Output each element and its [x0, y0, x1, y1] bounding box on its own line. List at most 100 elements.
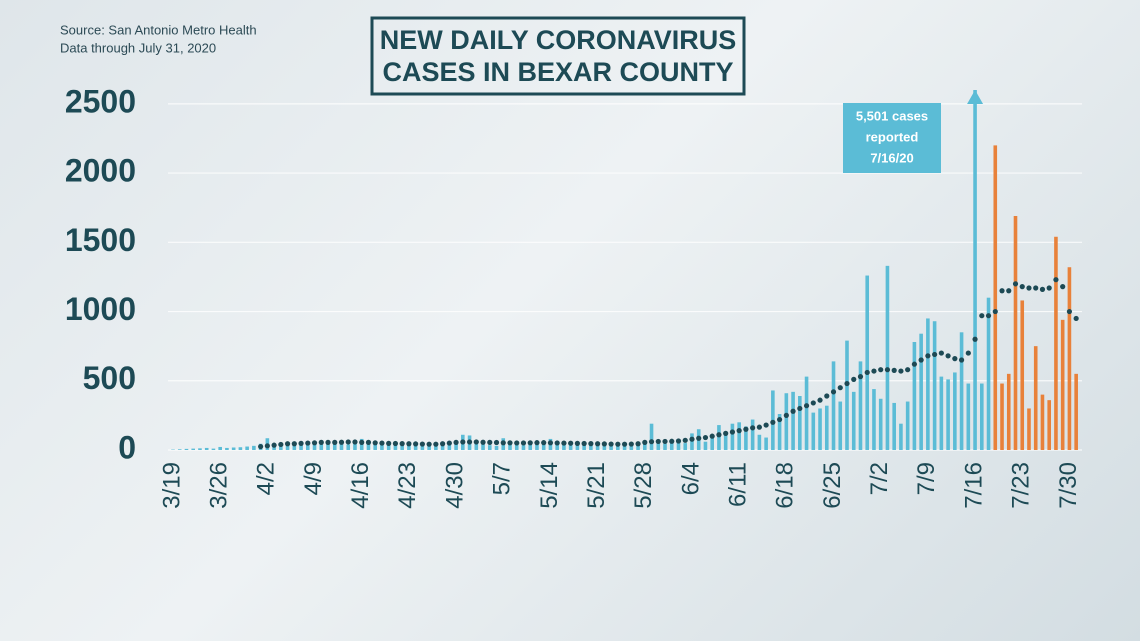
average-dot	[1039, 286, 1046, 292]
average-dot	[305, 440, 311, 446]
bar	[926, 318, 930, 450]
bar	[905, 401, 910, 450]
bar	[798, 396, 802, 450]
average-dot	[466, 439, 473, 445]
average-dot	[938, 350, 944, 356]
bar	[892, 402, 896, 450]
average-dot	[493, 439, 500, 446]
bar	[568, 444, 573, 450]
bar	[824, 405, 829, 450]
bar	[184, 448, 189, 450]
average-dot	[426, 441, 432, 447]
x-tick-label: 6/18	[772, 462, 799, 509]
average-dot	[648, 439, 655, 445]
average-dot	[965, 350, 971, 356]
bar	[676, 440, 681, 450]
bar	[447, 443, 452, 450]
average-dot	[1026, 285, 1032, 291]
average-dot	[507, 440, 513, 446]
bar	[932, 321, 937, 450]
data-note: Data through July 31, 2020	[60, 40, 216, 55]
average-dot	[696, 435, 702, 441]
average-dot	[473, 439, 479, 445]
average-dot	[264, 443, 270, 449]
bar	[541, 442, 546, 450]
average-dot	[386, 440, 392, 446]
bar	[717, 425, 721, 450]
average-dot	[783, 412, 789, 418]
average-dot	[284, 441, 291, 447]
average-dot	[891, 367, 897, 373]
average-dot	[790, 408, 796, 414]
average-dot	[911, 361, 918, 367]
bar	[1006, 373, 1011, 450]
average-dot	[406, 441, 412, 447]
y-tick-label: 0	[118, 429, 136, 465]
bar	[953, 372, 957, 450]
average-dot	[662, 438, 668, 445]
bar	[218, 446, 222, 450]
grid	[168, 103, 1082, 451]
bar	[609, 445, 613, 450]
average-dot	[958, 357, 965, 363]
average-dot	[985, 313, 992, 319]
bar	[225, 447, 229, 450]
average-dot	[433, 441, 439, 447]
bar	[487, 445, 492, 450]
average-dot	[716, 432, 722, 438]
average-dot	[352, 439, 358, 445]
bar	[858, 361, 863, 450]
average-dot	[770, 419, 776, 425]
average-dot	[554, 440, 560, 446]
average-dot	[669, 438, 675, 444]
x-tick-label: 7/23	[1008, 462, 1035, 509]
bar	[508, 444, 512, 450]
bar	[434, 445, 438, 450]
bar	[602, 444, 607, 450]
x-tick-label: 5/14	[536, 462, 563, 509]
bar	[616, 445, 620, 450]
bar	[993, 145, 998, 450]
bar	[555, 441, 559, 450]
y-tick-label: 2500	[65, 83, 136, 119]
average-dot	[830, 389, 837, 395]
average-dot	[884, 367, 891, 373]
average-dot	[460, 439, 466, 445]
bar	[643, 443, 647, 450]
average-dot	[729, 429, 736, 435]
average-dot	[480, 439, 486, 445]
bar	[393, 445, 398, 450]
bar	[973, 90, 977, 451]
bar	[865, 275, 870, 450]
bar	[1013, 216, 1018, 450]
bar	[427, 443, 431, 450]
bar	[1047, 400, 1051, 450]
arrow-head	[967, 90, 984, 104]
bar	[784, 393, 789, 450]
average-dot	[932, 351, 938, 358]
average-dot	[635, 441, 641, 447]
x-tick-label: 7/9	[913, 462, 940, 495]
average-dot	[520, 440, 527, 446]
bar	[319, 440, 324, 450]
average-dot	[561, 440, 567, 446]
bar	[656, 441, 661, 450]
bar	[737, 422, 741, 450]
y-tick-label: 1000	[65, 291, 136, 327]
average-dot	[359, 439, 365, 445]
bar	[312, 443, 317, 450]
bar	[420, 445, 425, 450]
x-tick-label: 3/26	[206, 462, 233, 509]
annotation: 5,501 cases	[856, 108, 928, 123]
average-dot	[311, 440, 318, 446]
bar	[851, 391, 856, 450]
y-tick-label: 1500	[65, 222, 136, 258]
bar	[332, 442, 337, 450]
average-dot	[298, 440, 304, 446]
average-dot	[615, 441, 621, 447]
source-note: Source: San Antonio Metro Health	[60, 22, 257, 37]
bar	[1060, 319, 1065, 450]
average-dot	[878, 367, 884, 373]
bar	[285, 445, 290, 450]
bar	[238, 447, 243, 450]
